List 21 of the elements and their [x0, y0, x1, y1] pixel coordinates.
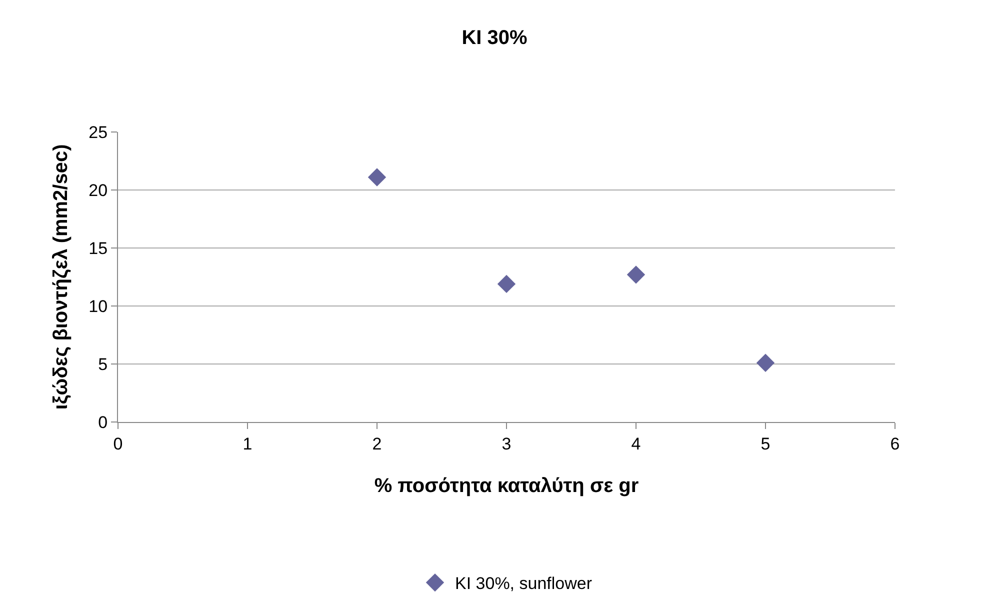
y-tick-label: 5 [98, 354, 108, 374]
point [497, 274, 516, 294]
x-tick-label: 0 [113, 434, 123, 454]
point [756, 354, 775, 372]
chart-title: KI 30% [462, 27, 528, 50]
y-tick-label: 0 [98, 412, 108, 432]
x-tick-label: 2 [372, 434, 382, 454]
y-tick-label: 25 [88, 122, 108, 142]
x-tick-label: 5 [760, 434, 770, 454]
point [368, 168, 386, 186]
x-tick-label: 6 [890, 434, 900, 454]
point [626, 266, 646, 284]
legend-label: KI 30%, sunflower [455, 574, 592, 594]
x-tick-label: 3 [502, 434, 512, 454]
y-tick-label: 15 [88, 238, 108, 258]
x-axis-title: % ποσότητα καταλύτη σε gr [374, 474, 639, 497]
y-tick-label: 10 [88, 296, 108, 316]
x-tick-label: 1 [242, 434, 252, 454]
y-tick-label: 20 [88, 180, 108, 200]
y-axis-title: ιξώδες βιοντήζελ (mm2/sec) [50, 144, 72, 410]
x-tick-label: 4 [631, 434, 641, 454]
